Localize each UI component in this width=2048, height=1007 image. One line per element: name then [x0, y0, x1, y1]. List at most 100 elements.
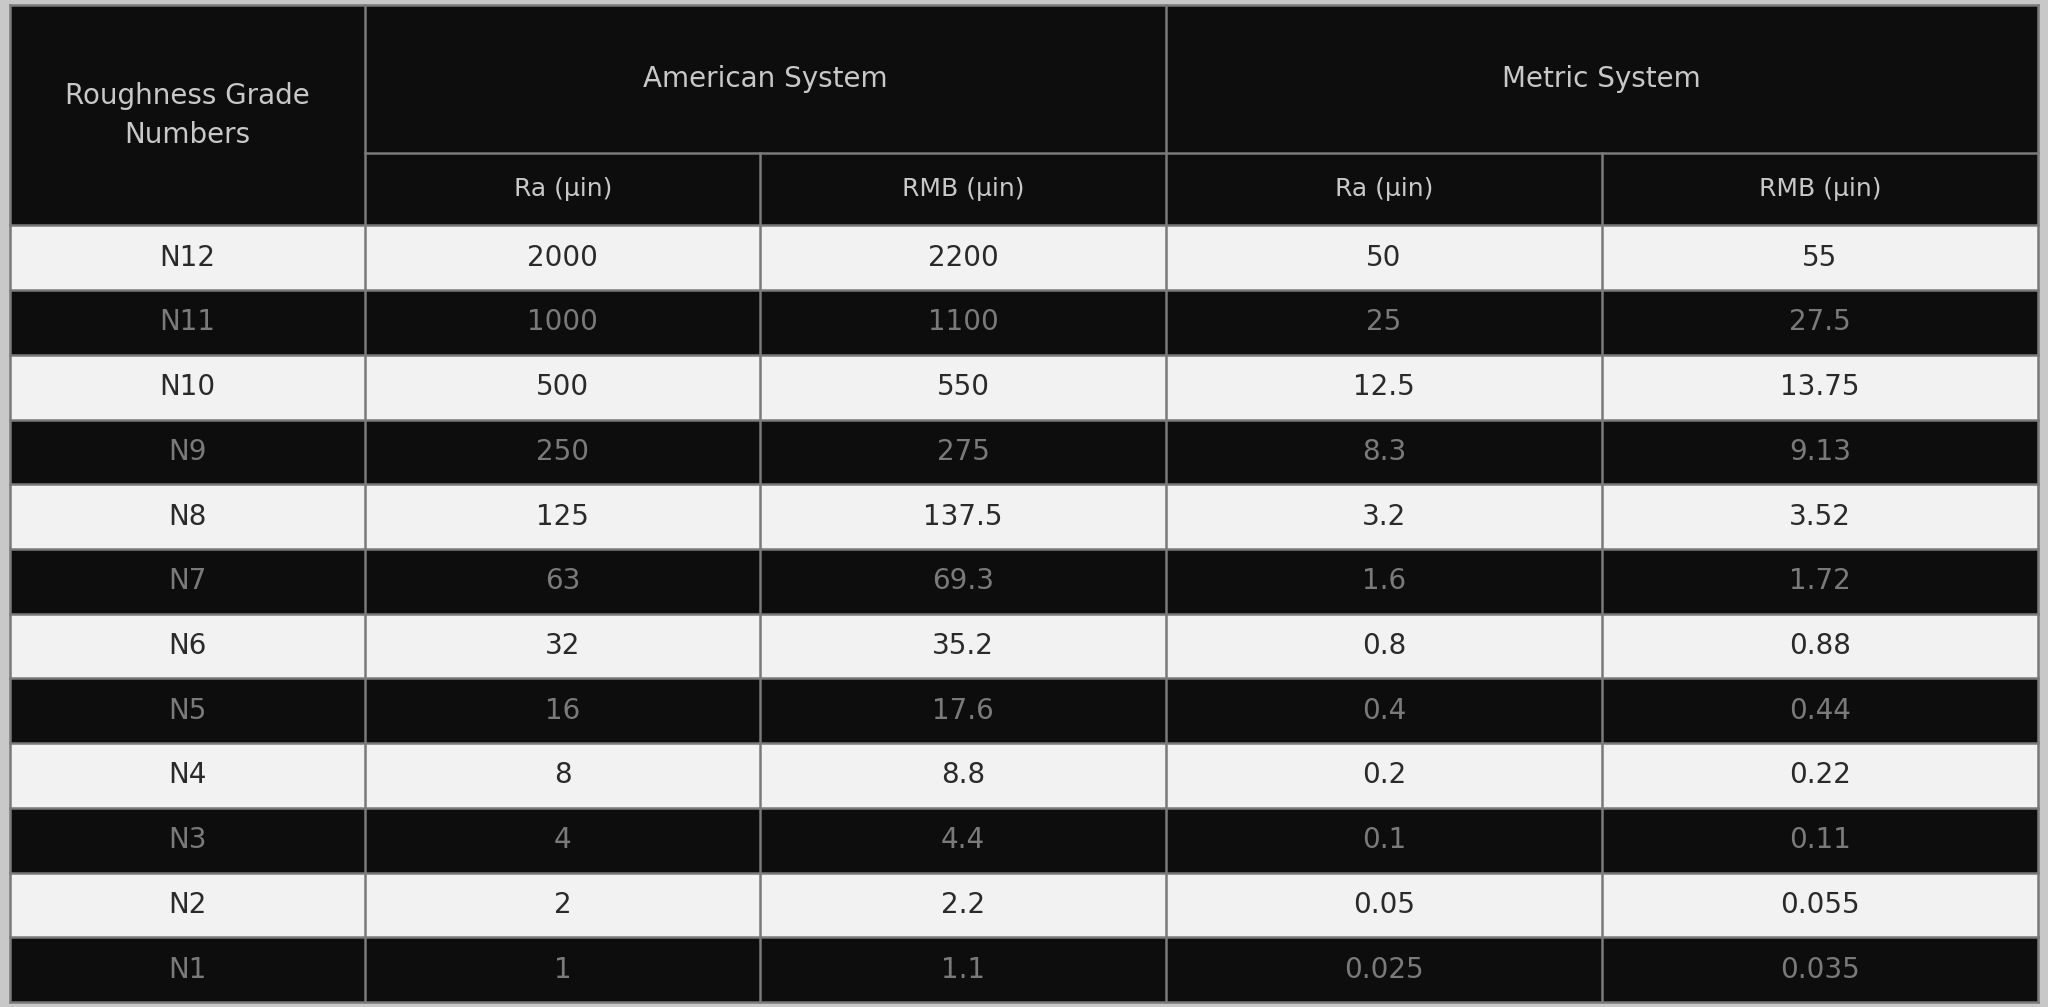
- Text: 1.6: 1.6: [1362, 567, 1405, 595]
- Bar: [365, 5, 1165, 153]
- Bar: [1602, 679, 2038, 743]
- Text: N1: N1: [168, 956, 207, 984]
- Bar: [1165, 354, 1602, 420]
- Bar: [1165, 420, 1602, 484]
- Text: Ra (μin): Ra (μin): [514, 177, 612, 201]
- Text: 1: 1: [553, 956, 571, 984]
- Bar: [10, 743, 365, 808]
- Bar: [365, 938, 760, 1002]
- Text: 0.1: 0.1: [1362, 826, 1407, 854]
- Text: 2200: 2200: [928, 244, 999, 272]
- Bar: [10, 420, 365, 484]
- Bar: [1602, 354, 2038, 420]
- Text: N11: N11: [160, 308, 215, 336]
- Bar: [1165, 226, 1602, 290]
- Text: 0.05: 0.05: [1354, 891, 1415, 919]
- Text: 0.4: 0.4: [1362, 697, 1407, 725]
- Text: 1.72: 1.72: [1788, 567, 1851, 595]
- Text: 3.52: 3.52: [1788, 502, 1851, 531]
- Text: RMB (μin): RMB (μin): [1759, 177, 1880, 201]
- Text: 550: 550: [936, 374, 989, 401]
- Bar: [10, 872, 365, 938]
- Bar: [365, 808, 760, 872]
- Bar: [365, 872, 760, 938]
- Text: Metric System: Metric System: [1503, 64, 1702, 93]
- Text: 12.5: 12.5: [1354, 374, 1415, 401]
- Bar: [365, 290, 760, 354]
- Text: N6: N6: [168, 632, 207, 660]
- Bar: [10, 549, 365, 613]
- Bar: [1602, 872, 2038, 938]
- Text: 2000: 2000: [526, 244, 598, 272]
- Text: 0.025: 0.025: [1343, 956, 1423, 984]
- Bar: [760, 153, 1165, 226]
- Bar: [365, 153, 760, 226]
- Bar: [760, 549, 1165, 613]
- Bar: [1165, 872, 1602, 938]
- Bar: [365, 226, 760, 290]
- Bar: [10, 679, 365, 743]
- Bar: [10, 938, 365, 1002]
- Text: 0.8: 0.8: [1362, 632, 1407, 660]
- Bar: [1602, 153, 2038, 226]
- Bar: [760, 420, 1165, 484]
- Text: 500: 500: [537, 374, 590, 401]
- Bar: [365, 549, 760, 613]
- Bar: [1602, 549, 2038, 613]
- Text: 0.055: 0.055: [1780, 891, 1860, 919]
- Bar: [365, 613, 760, 679]
- Text: 137.5: 137.5: [924, 502, 1004, 531]
- Text: N9: N9: [168, 438, 207, 466]
- Text: 0.035: 0.035: [1780, 956, 1860, 984]
- Text: 2.2: 2.2: [942, 891, 985, 919]
- Text: 1100: 1100: [928, 308, 999, 336]
- Text: 8: 8: [553, 761, 571, 789]
- Bar: [1602, 613, 2038, 679]
- Bar: [760, 679, 1165, 743]
- Bar: [1602, 484, 2038, 549]
- Bar: [1602, 743, 2038, 808]
- Text: 0.22: 0.22: [1788, 761, 1851, 789]
- Bar: [1165, 808, 1602, 872]
- Bar: [1165, 613, 1602, 679]
- Text: 0.44: 0.44: [1788, 697, 1851, 725]
- Bar: [10, 354, 365, 420]
- Text: American System: American System: [643, 64, 887, 93]
- Text: 8.8: 8.8: [942, 761, 985, 789]
- Bar: [10, 290, 365, 354]
- Bar: [760, 226, 1165, 290]
- Bar: [365, 354, 760, 420]
- Bar: [1165, 549, 1602, 613]
- Text: N7: N7: [168, 567, 207, 595]
- Bar: [760, 354, 1165, 420]
- Text: 16: 16: [545, 697, 580, 725]
- Bar: [10, 226, 365, 290]
- Text: 55: 55: [1802, 244, 1837, 272]
- Bar: [1602, 808, 2038, 872]
- Text: 25: 25: [1366, 308, 1401, 336]
- Bar: [1602, 938, 2038, 1002]
- Bar: [760, 613, 1165, 679]
- Text: N5: N5: [168, 697, 207, 725]
- Bar: [760, 872, 1165, 938]
- Text: 4: 4: [553, 826, 571, 854]
- Bar: [760, 938, 1165, 1002]
- Bar: [10, 5, 365, 226]
- Text: 2: 2: [553, 891, 571, 919]
- Bar: [365, 420, 760, 484]
- Text: 275: 275: [936, 438, 989, 466]
- Bar: [1602, 226, 2038, 290]
- Bar: [1165, 484, 1602, 549]
- Bar: [760, 290, 1165, 354]
- Bar: [10, 484, 365, 549]
- Text: 0.88: 0.88: [1788, 632, 1851, 660]
- Bar: [365, 679, 760, 743]
- Text: 32: 32: [545, 632, 580, 660]
- Bar: [1602, 290, 2038, 354]
- Text: 8.3: 8.3: [1362, 438, 1407, 466]
- Text: N2: N2: [168, 891, 207, 919]
- Text: 0.2: 0.2: [1362, 761, 1407, 789]
- Bar: [1165, 5, 2038, 153]
- Bar: [1165, 938, 1602, 1002]
- Text: 3.2: 3.2: [1362, 502, 1407, 531]
